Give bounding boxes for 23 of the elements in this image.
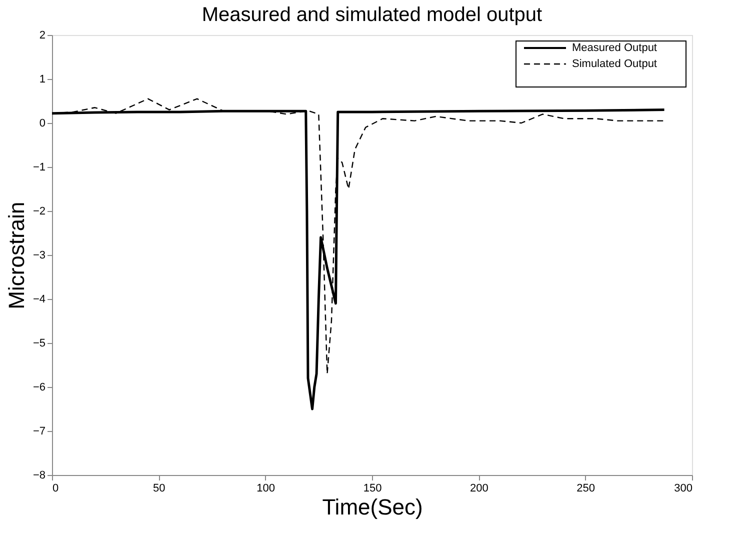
- y-tick-label: 1: [39, 74, 46, 86]
- x-tick-label: 150: [363, 482, 382, 494]
- y-tick-label: −1: [32, 162, 46, 174]
- y-tick-label: −5: [32, 338, 46, 350]
- x-tick-label: 50: [153, 482, 166, 494]
- y-tick-label: −8: [32, 470, 46, 482]
- y-tick-label: 2: [39, 30, 46, 42]
- y-tick-label: −3: [32, 250, 46, 262]
- chart-title: Measured and simulated model output: [202, 4, 543, 26]
- x-tick-label: 200: [470, 482, 488, 494]
- x-axis-title: Time(Sec): [322, 494, 423, 520]
- y-tick-label: −4: [32, 294, 46, 306]
- x-tick-label: 250: [576, 482, 596, 494]
- legend-label: Measured Output: [572, 42, 657, 54]
- x-tick-label: 300: [674, 482, 692, 494]
- y-axis-title: Microstrain: [4, 202, 29, 310]
- x-tick-label: 0: [52, 482, 59, 494]
- x-tick-label: 100: [256, 482, 276, 494]
- y-tick-label: −7: [32, 426, 46, 438]
- y-tick-label: −2: [32, 206, 46, 218]
- legend-label: Simulated Output: [572, 58, 657, 70]
- y-tick-label: 0: [39, 118, 46, 130]
- y-tick-label: −6: [32, 382, 46, 394]
